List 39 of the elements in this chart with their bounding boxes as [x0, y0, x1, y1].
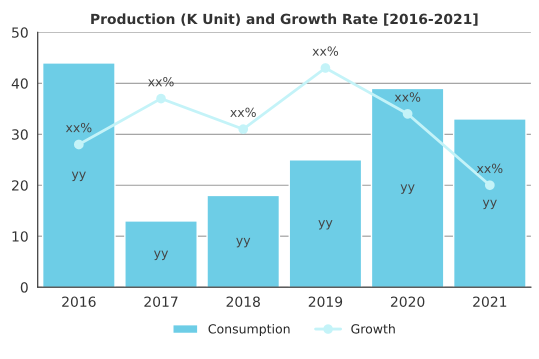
- y-tick-label: 0: [20, 282, 28, 293]
- x-tick-label: 2018: [226, 296, 260, 307]
- point: [402, 109, 412, 119]
- y-tick-label: 30: [12, 129, 28, 140]
- point: [156, 94, 166, 104]
- x-tick-label: 2020: [390, 296, 424, 307]
- data-label: yy: [318, 220, 332, 230]
- point: [320, 63, 330, 73]
- data-label: yy: [236, 238, 250, 248]
- data-label: yy: [72, 172, 86, 182]
- data-label: xx%: [476, 164, 502, 174]
- bar: [206, 194, 280, 288]
- bar: [452, 118, 527, 288]
- chart-title: Production (K Unit) and Growth Rate [2016-2021]: [91, 13, 478, 26]
- data-label: yy: [154, 250, 168, 260]
- legend-label: Consumption: [208, 324, 290, 336]
- y-tick-label: 40: [12, 78, 28, 89]
- data-label: xx%: [148, 76, 174, 86]
- data-label: yy: [400, 184, 415, 194]
- data-label: xx%: [394, 92, 420, 102]
- y-tick-label: 20: [12, 180, 28, 191]
- data-label: xx%: [66, 122, 92, 132]
- legend-label: Growth: [351, 324, 395, 334]
- x-tick-label: 2016: [62, 296, 96, 307]
- point: [484, 180, 495, 190]
- bar: [124, 220, 198, 288]
- bar: [42, 62, 116, 288]
- point: [74, 140, 84, 150]
- point: [238, 124, 248, 134]
- bar: [370, 88, 444, 288]
- data-label: xx%: [312, 46, 338, 56]
- data-label: xx%: [230, 108, 256, 118]
- x-tick-label: 2019: [308, 296, 342, 307]
- x-tick-label: 2017: [144, 296, 178, 307]
- x-tick-label: 2021: [473, 296, 506, 307]
- y-tick-label: 10: [12, 231, 28, 242]
- y-tick-label: 50: [12, 27, 28, 38]
- bar: [288, 159, 362, 288]
- data-label: yy: [482, 200, 497, 210]
